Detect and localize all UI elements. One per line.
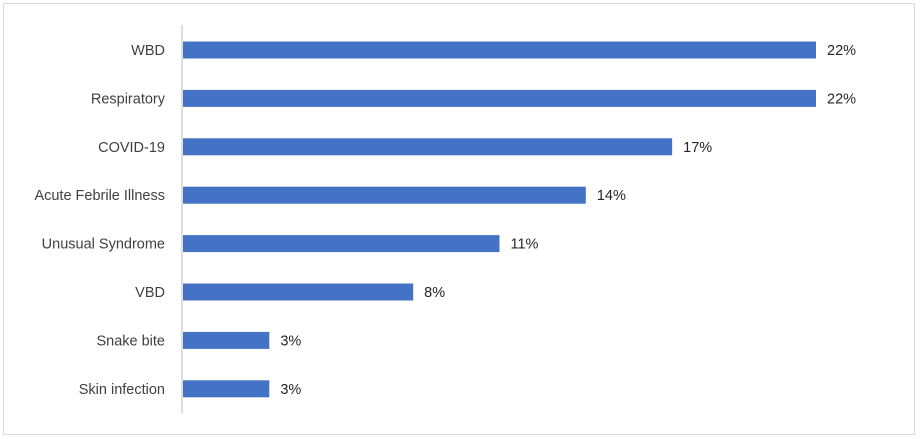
value-labels: 22% 22% 17% 14% 11% 8% 3% 3% (280, 43, 856, 398)
bar-unusual-syndrome (183, 235, 500, 253)
category-label: Snake bite (96, 333, 165, 349)
value-label: 22% (827, 43, 856, 59)
value-label: 3% (280, 382, 301, 398)
bar-wbd (183, 41, 816, 59)
bars-group (183, 41, 816, 398)
category-label: Skin infection (79, 382, 165, 398)
value-label: 8% (424, 285, 445, 301)
category-label: VBD (135, 285, 165, 301)
bar-acute-febrile-illness (183, 186, 586, 204)
bar-snake-bite (183, 331, 270, 349)
bar-respiratory (183, 89, 816, 107)
category-label: Unusual Syndrome (42, 237, 165, 253)
category-label: COVID-19 (98, 140, 165, 156)
value-label: 11% (511, 237, 539, 253)
bar-skin-infection (183, 380, 270, 398)
value-label: 3% (280, 333, 301, 349)
bar-vbd (183, 283, 414, 301)
category-labels: WBD Respiratory COVID-19 Acute Febrile Illn… (34, 43, 165, 398)
bar-covid-19 (183, 138, 673, 156)
category-label: WBD (131, 43, 165, 59)
value-label: 22% (827, 91, 856, 107)
category-label: Acute Febrile Illness (34, 188, 165, 204)
category-label: Respiratory (91, 91, 166, 107)
value-label: 14% (597, 188, 626, 204)
chart-frame (3, 3, 915, 435)
value-label: 17% (683, 140, 712, 156)
